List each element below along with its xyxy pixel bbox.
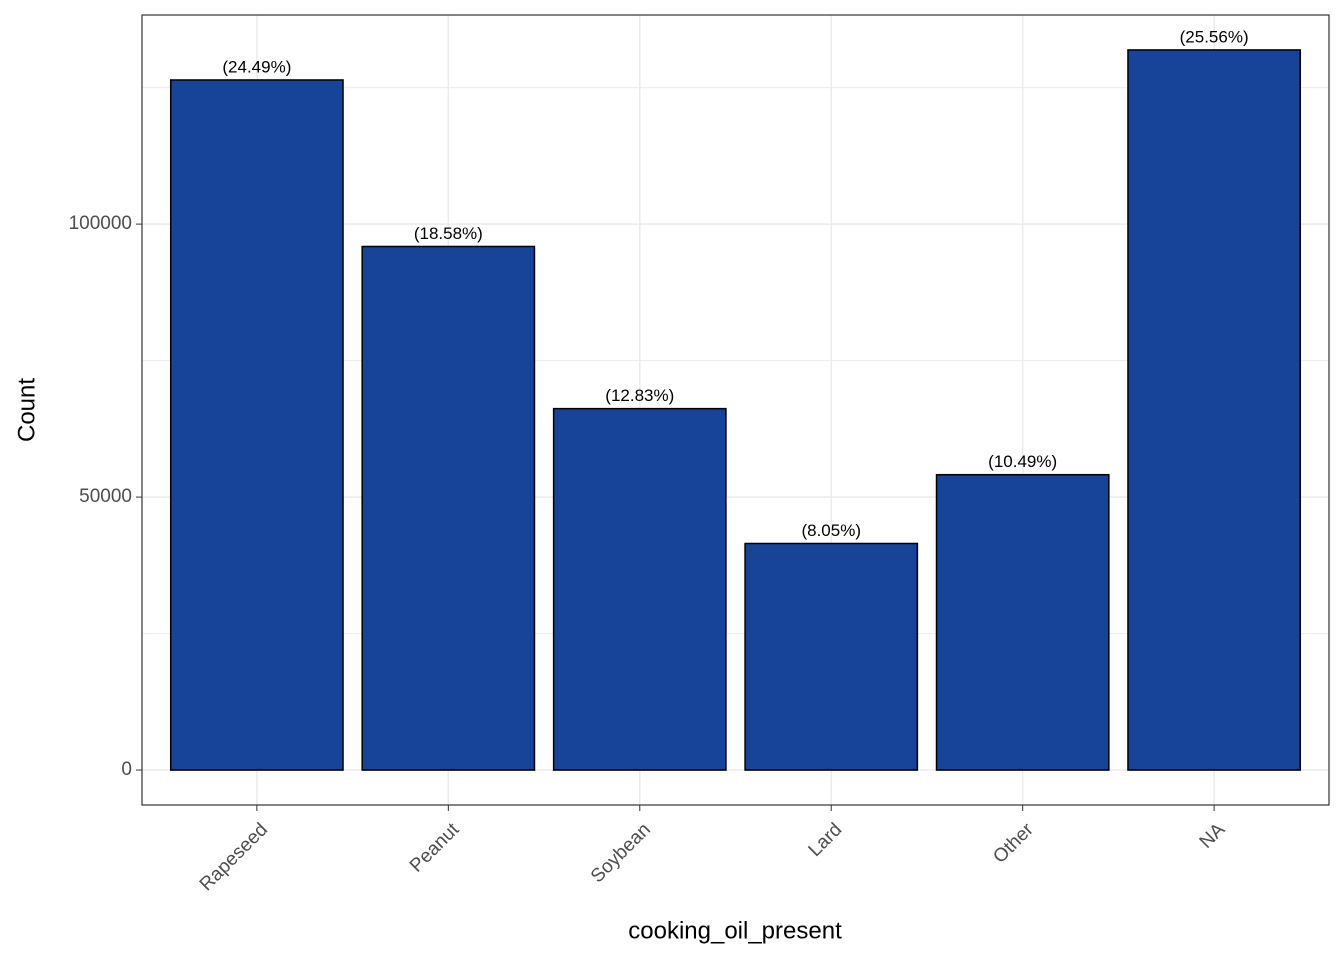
- bar-label: (18.58%): [414, 224, 483, 243]
- bar: [744, 542, 919, 771]
- bar-label: (25.56%): [1180, 27, 1249, 46]
- bar-label: (24.49%): [222, 57, 291, 76]
- y-axis-title: Count: [13, 378, 40, 442]
- bar: [169, 79, 344, 771]
- x-tick-label: NA: [1196, 819, 1230, 853]
- bar: [935, 473, 1110, 771]
- bar-label: (8.05%): [801, 521, 861, 540]
- bar: [1127, 49, 1302, 771]
- panel-border: [141, 14, 1330, 806]
- x-axis-title: cooking_oil_present: [628, 917, 842, 944]
- x-tick-label: Other: [989, 819, 1038, 868]
- y-tick-label: 0: [121, 759, 132, 780]
- x-tick-label: Soybean: [587, 819, 655, 887]
- x-tick-label: Peanut: [406, 819, 464, 877]
- x-tick-label: Rapeseed: [196, 819, 272, 895]
- y-tick-label: 100000: [69, 213, 132, 234]
- y-tick-label: 50000: [79, 486, 132, 507]
- bar: [552, 407, 727, 771]
- bar-label: (10.49%): [988, 452, 1057, 471]
- bar-label: (12.83%): [605, 386, 674, 405]
- x-tick-label: Lard: [805, 819, 847, 861]
- bar: [361, 245, 536, 771]
